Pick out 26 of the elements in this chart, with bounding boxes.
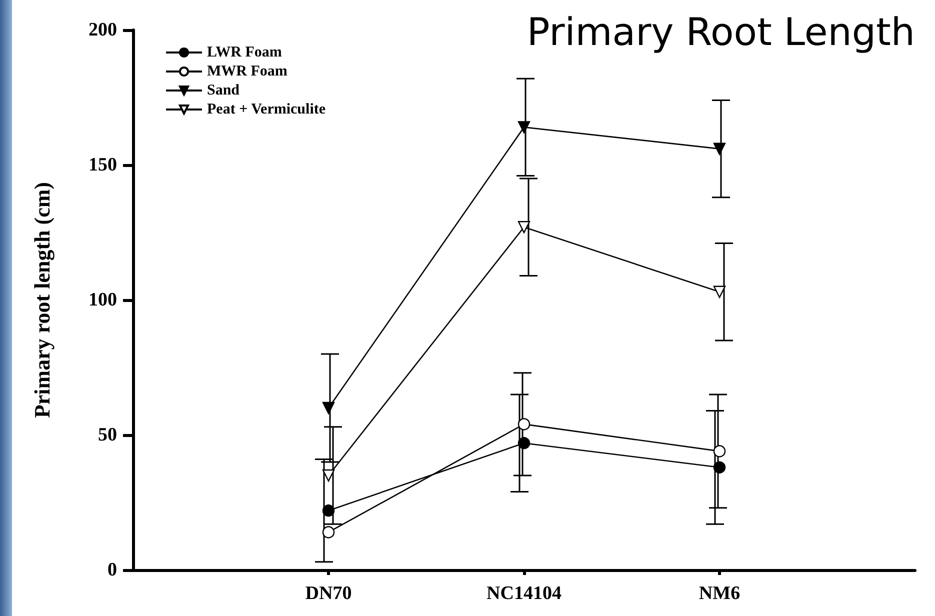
legend-label: MWR Foam xyxy=(207,64,288,80)
y-tick-label: 150 xyxy=(88,154,117,176)
y-tick-label: 200 xyxy=(88,20,117,40)
legend-label: Sand xyxy=(207,82,240,98)
point xyxy=(518,437,530,450)
x-tick-label: NC14104 xyxy=(486,583,562,604)
point xyxy=(322,526,335,538)
point xyxy=(518,418,530,430)
chart-title: Primary Root Length xyxy=(526,10,916,54)
point xyxy=(322,469,335,482)
point xyxy=(322,402,335,414)
point xyxy=(322,504,335,517)
x-tick-label: DN70 xyxy=(305,583,352,604)
point xyxy=(713,445,726,458)
y-tick-label: 100 xyxy=(88,290,117,310)
y-axis-title: Primary root length (cm) xyxy=(30,182,54,418)
x-tick-label: NM6 xyxy=(698,583,740,604)
point xyxy=(713,286,726,298)
legend-label: LWR Foam xyxy=(207,44,282,60)
point xyxy=(518,121,530,134)
point xyxy=(518,221,530,234)
y-tick-label: 50 xyxy=(98,424,117,446)
point xyxy=(713,461,726,474)
y-tick-label: 0 xyxy=(108,560,117,580)
point xyxy=(713,142,726,155)
legend-label: Peat + Vermiculite xyxy=(207,102,326,118)
